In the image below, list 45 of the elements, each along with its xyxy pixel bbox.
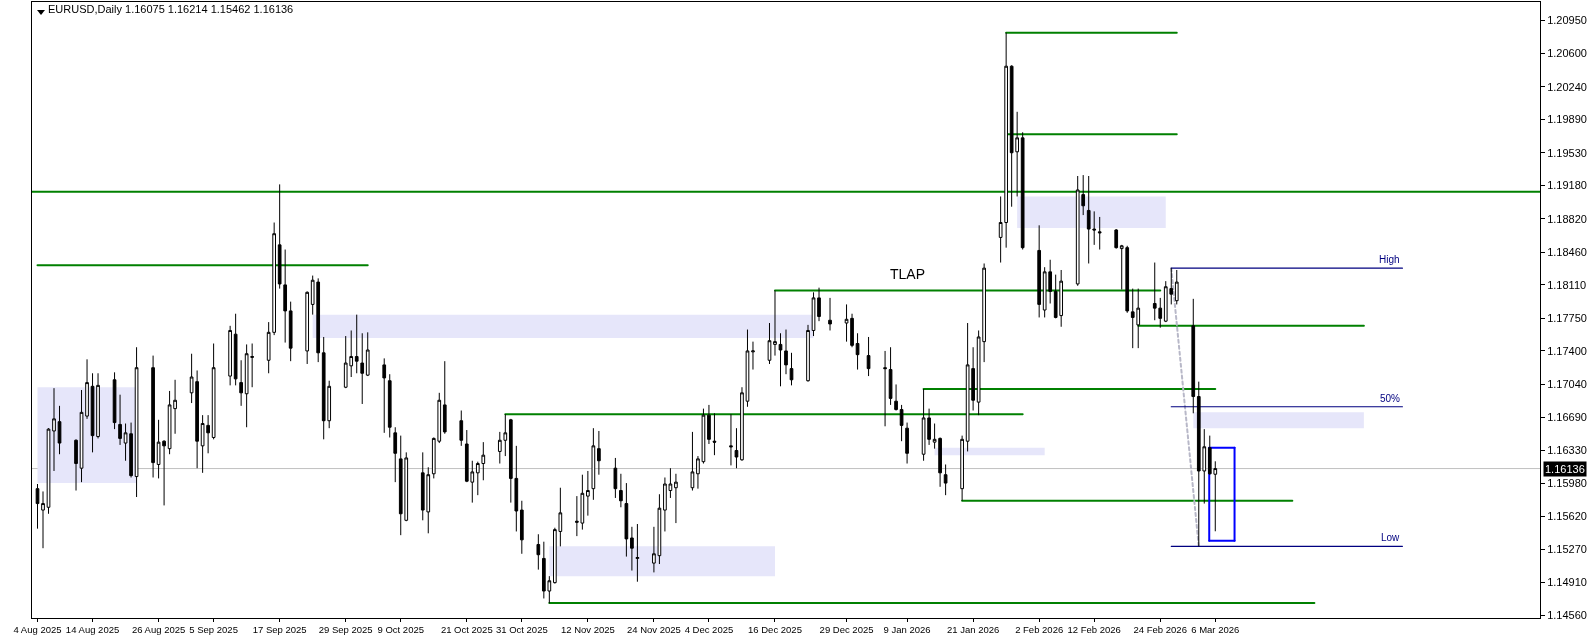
y-tick-label: 1.14910 [1547,576,1587,589]
y-tick-label: 1.14560 [1547,609,1587,622]
y-tick-label: 1.17040 [1547,378,1587,391]
x-tick-label: 24 Nov 2025 [626,624,681,636]
y-tick-label: 1.19180 [1547,179,1587,192]
x-tick-label: 12 Feb 2026 [1067,624,1121,636]
x-tick-label: 29 Sep 2025 [318,624,373,636]
ref-line-label: 1.16136 [1545,463,1585,475]
y-tick-label: 1.15980 [1547,476,1587,489]
y-tick-label: 1.19890 [1547,113,1587,126]
y-tick-label: 1.15620 [1547,510,1587,523]
x-tick-label: 6 Mar 2026 [1191,624,1240,636]
x-tick-label: 2 Feb 2026 [1015,624,1064,636]
x-tick-label: 17 Sep 2025 [252,624,307,636]
y-tick-label: 1.15270 [1547,542,1587,555]
y-tick-label: 1.20600 [1547,47,1587,60]
x-tick-label: 16 Dec 2025 [748,624,802,636]
x-tick-label: 9 Jan 2026 [883,624,931,636]
chart-title: EURUSD,Daily 1.16075 1.16214 1.15462 1.16136 [48,2,294,15]
y-tick-label: 1.16330 [1547,444,1587,457]
x-tick-label: 24 Feb 2026 [1133,624,1187,636]
series-label: High [1379,254,1400,265]
y-tick-label: 1.20950 [1547,14,1587,27]
annotation: TLAP [890,266,926,282]
y-tick-label: 1.18820 [1547,212,1587,225]
x-tick-label: 9 Oct 2025 [377,624,424,636]
x-tick-label: 14 Aug 2025 [65,624,120,636]
y-tick-label: 1.18110 [1547,278,1587,291]
y-tick-label: 1.17400 [1547,344,1587,357]
series-label: Low [1381,532,1401,543]
y-tick-label: 1.17750 [1547,312,1587,325]
x-tick-label: 4 Aug 2025 [13,624,62,636]
y-tick-label: 1.20240 [1547,80,1587,93]
y-tick-label: 1.19530 [1547,146,1587,159]
x-tick-label: 21 Jan 2026 [946,624,1000,636]
y-tick-label: 1.16690 [1547,410,1587,423]
x-tick-label: 29 Dec 2025 [819,624,874,636]
x-tick-label: 26 Aug 2025 [131,624,186,636]
x-tick-label: 21 Oct 2025 [440,624,493,636]
series-label: 50% [1380,393,1401,404]
x-tick-label: 12 Nov 2025 [560,624,615,636]
x-tick-label: 4 Dec 2025 [684,624,734,636]
y-tick-label: 1.18460 [1547,246,1587,259]
x-tick-label: 5 Sep 2025 [189,624,238,636]
x-tick-label: 31 Oct 2025 [495,624,548,636]
